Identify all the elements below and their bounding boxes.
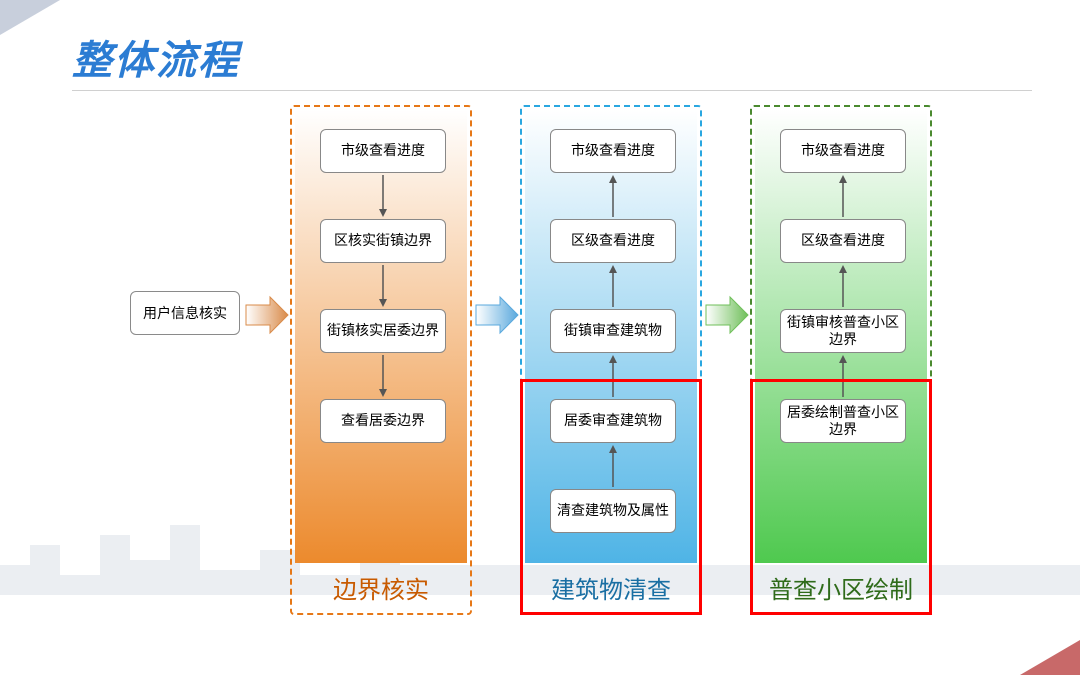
flow-node: 区级查看进度 xyxy=(550,219,676,263)
column-label: 普查小区绘制 xyxy=(752,570,930,605)
flow-node: 清查建筑物及属性 xyxy=(550,489,676,533)
flow-node: 查看居委边界 xyxy=(320,399,446,443)
corner-decoration-br xyxy=(1020,640,1080,675)
flow-node: 街镇审查建筑物 xyxy=(550,309,676,353)
flow-arrow xyxy=(605,263,621,309)
flow-arrow xyxy=(605,173,621,219)
flow-arrow xyxy=(835,173,851,219)
flowchart-diagram: 用户信息核实 xyxy=(60,105,1020,645)
corner-decoration-tl xyxy=(0,0,60,35)
stage-column-col1: 市级查看进度 区核实街镇边界 街镇核实居委边界 查看居委边界边界核实 xyxy=(290,105,472,615)
stage-column-col2: 市级查看进度 区级查看进度 街镇审查建筑物 居委审查建筑物 清查建筑物及属性建筑… xyxy=(520,105,702,615)
flow-node: 区级查看进度 xyxy=(780,219,906,263)
flow-node: 街镇审核普查小区边界 xyxy=(780,309,906,353)
flow-arrow xyxy=(835,353,851,399)
flow-node: 区核实街镇边界 xyxy=(320,219,446,263)
flow-arrow xyxy=(375,353,391,399)
flow-arrow xyxy=(835,263,851,309)
flow-node: 街镇核实居委边界 xyxy=(320,309,446,353)
column-label: 边界核实 xyxy=(292,570,470,605)
stage-arrow xyxy=(704,295,750,335)
flow-node: 市级查看进度 xyxy=(320,129,446,173)
stage-arrow xyxy=(244,295,290,335)
page-title: 整体流程 xyxy=(72,28,1032,91)
stage-arrow xyxy=(474,295,520,335)
flow-arrow xyxy=(375,173,391,219)
flow-node: 市级查看进度 xyxy=(550,129,676,173)
flow-node: 居委绘制普查小区边界 xyxy=(780,399,906,443)
flow-arrow xyxy=(375,263,391,309)
flow-arrow xyxy=(605,353,621,399)
flow-arrow xyxy=(605,443,621,489)
flow-node: 市级查看进度 xyxy=(780,129,906,173)
column-label: 建筑物清查 xyxy=(522,570,700,605)
flow-node: 居委审查建筑物 xyxy=(550,399,676,443)
start-node: 用户信息核实 xyxy=(130,291,240,335)
stage-column-col3: 市级查看进度 区级查看进度 街镇审核普查小区边界 居委绘制普查小区边界普查小区绘… xyxy=(750,105,932,615)
